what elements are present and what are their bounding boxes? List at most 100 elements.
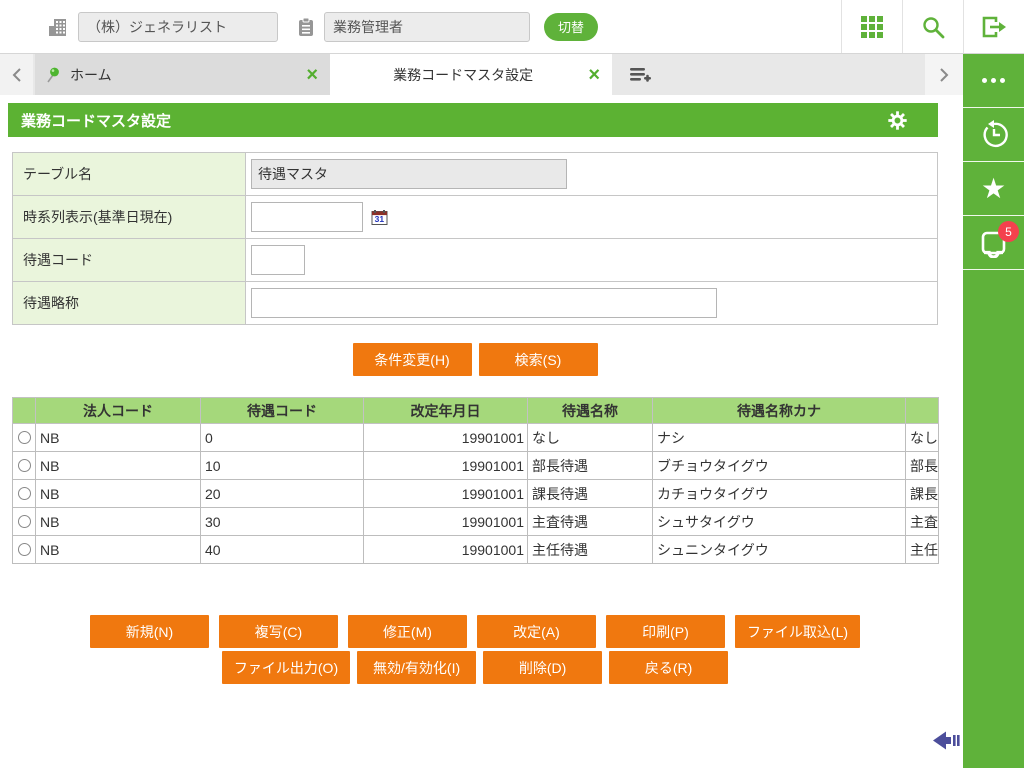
sidebar-favorites-button[interactable]: ★: [963, 162, 1024, 216]
logout-button[interactable]: [963, 0, 1024, 53]
sidebar-inbox-button[interactable]: 5: [963, 216, 1024, 270]
clipboard-icon: [296, 16, 316, 38]
pin-icon: [45, 66, 61, 84]
form-row-timeseries-date: 時系列表示(基準日現在) 31: [13, 196, 937, 239]
action-button[interactable]: 戻る(R): [609, 651, 729, 684]
company-field[interactable]: [78, 11, 278, 42]
form-row-treatment-code: 待遇コード: [13, 239, 937, 282]
treatment-code-field[interactable]: [251, 245, 305, 275]
tab-scroll-left-button[interactable]: [0, 54, 33, 95]
form-row-table-name: テーブル名: [13, 153, 937, 196]
action-button[interactable]: ファイル出力(O): [221, 651, 351, 684]
search-button[interactable]: [902, 0, 963, 53]
new-tab-button[interactable]: [627, 64, 653, 86]
row-radio[interactable]: [17, 543, 31, 556]
cell-extra: 主査待遇: [905, 507, 939, 536]
action-button[interactable]: 新規(N): [89, 615, 209, 648]
page-title: 業務コードマスタ設定: [21, 112, 172, 130]
row-radio[interactable]: [17, 487, 31, 500]
apps-grid-button[interactable]: [841, 0, 902, 53]
apps-grid-icon: [859, 14, 885, 40]
table-row[interactable]: NB 20 19901001 課長待遇 カチョウタイグウ 課長待遇: [12, 479, 939, 508]
action-button[interactable]: 削除(D): [483, 651, 603, 684]
new-tab-icon: [627, 64, 653, 86]
form-label: テーブル名: [13, 153, 246, 195]
search-exec-button[interactable]: 検索(S): [478, 343, 598, 376]
action-button[interactable]: 無効/有効化(I): [357, 651, 477, 684]
tab-home-close-icon[interactable]: ×: [306, 63, 318, 86]
table-row[interactable]: NB 10 19901001 部長待遇 ブチョウタイグウ 部長待遇: [12, 451, 939, 480]
svg-text:31: 31: [375, 214, 385, 224]
form-label: 待遇略称: [13, 282, 246, 324]
cell-extra: 主任待遇: [905, 535, 939, 564]
base-date-field[interactable]: [251, 202, 363, 232]
cell-rev-date: 19901001: [363, 507, 528, 536]
star-icon: ★: [980, 172, 1007, 204]
settings-gear-button[interactable]: [887, 110, 908, 131]
action-button[interactable]: 複写(C): [218, 615, 338, 648]
row-radio[interactable]: [17, 515, 31, 528]
switch-button[interactable]: 切替: [544, 12, 598, 41]
table-row[interactable]: NB 40 19901001 主任待遇 シュニンタイグウ 主任待遇: [12, 535, 939, 564]
col-name-kana: 待遇名称カナ: [652, 397, 906, 424]
inbox-badge: 5: [998, 221, 1019, 242]
change-condition-button[interactable]: 条件変更(H): [352, 343, 472, 376]
cell-name-kana: シュサタイグウ: [652, 507, 906, 536]
right-sidebar: ★ 5: [963, 54, 1024, 768]
cell-name-kana: ブチョウタイグウ: [652, 451, 906, 480]
results-header-row: 法人コード 待遇コード 改定年月日 待遇名称 待遇名称カナ: [12, 397, 939, 424]
cell-name: 主任待遇: [527, 535, 653, 564]
search-icon: [920, 14, 946, 40]
col-select: [12, 397, 36, 424]
table-name-field[interactable]: [251, 159, 567, 189]
collapse-panel-arrow-button[interactable]: [933, 729, 961, 752]
tab-home-label: ホーム: [70, 66, 112, 83]
role-field[interactable]: [324, 11, 530, 42]
cell-treat-code: 0: [200, 423, 364, 452]
building-icon: [46, 15, 70, 39]
arrow-left-icon: [933, 729, 961, 752]
cell-name: 部長待遇: [527, 451, 653, 480]
table-row[interactable]: NB 0 19901001 なし ナシ なし: [12, 423, 939, 452]
cell-extra: 部長待遇: [905, 451, 939, 480]
cell-treat-code: 10: [200, 451, 364, 480]
cell-extra: 課長待遇: [905, 479, 939, 508]
cell-rev-date: 19901001: [363, 479, 528, 508]
action-button[interactable]: 修正(M): [347, 615, 467, 648]
cell-rev-date: 19901001: [363, 451, 528, 480]
cell-treat-code: 30: [200, 507, 364, 536]
inbox-icon: [979, 228, 1009, 258]
row-radio[interactable]: [17, 459, 31, 472]
sidebar-more-button[interactable]: [963, 54, 1024, 108]
results-table: 法人コード 待遇コード 改定年月日 待遇名称 待遇名称カナ NB 0 19901…: [12, 397, 939, 564]
tab-bar: ホーム × 業務コードマスタ設定 ×: [0, 54, 963, 95]
tab-active-label: 業務コードマスタ設定: [393, 66, 534, 83]
treatment-abbr-field[interactable]: [251, 288, 717, 318]
tab-business-code-master[interactable]: 業務コードマスタ設定 ×: [330, 54, 612, 95]
tab-scroll-right-button[interactable]: [925, 54, 963, 95]
chevron-left-icon: [12, 67, 22, 83]
col-corp-code: 法人コード: [35, 397, 201, 424]
cell-corp-code: NB: [35, 507, 201, 536]
table-row[interactable]: NB 30 19901001 主査待遇 シュサタイグウ 主査待遇: [12, 507, 939, 536]
history-icon: [978, 119, 1010, 151]
cell-name: なし: [527, 423, 653, 452]
cell-corp-code: NB: [35, 423, 201, 452]
action-row-2: ファイル出力(O) 無効/有効化(I) 削除(D) 戻る(R): [0, 651, 950, 684]
tab-active-close-icon[interactable]: ×: [588, 63, 600, 86]
calendar-icon[interactable]: 31: [371, 209, 389, 226]
cell-treat-code: 40: [200, 535, 364, 564]
tab-home[interactable]: ホーム ×: [35, 54, 330, 95]
col-treat-code: 待遇コード: [200, 397, 364, 424]
action-button[interactable]: 改定(A): [476, 615, 596, 648]
action-button[interactable]: ファイル取込(L): [734, 615, 861, 648]
form-label: 時系列表示(基準日現在): [13, 196, 246, 238]
cell-rev-date: 19901001: [363, 423, 528, 452]
sidebar-history-button[interactable]: [963, 108, 1024, 162]
col-name: 待遇名称: [527, 397, 653, 424]
row-radio[interactable]: [17, 431, 31, 444]
top-bar: 切替: [0, 0, 1024, 54]
action-button[interactable]: 印刷(P): [605, 615, 725, 648]
cell-extra: なし: [905, 423, 939, 452]
search-button-row: 条件変更(H) 検索(S): [12, 343, 938, 376]
